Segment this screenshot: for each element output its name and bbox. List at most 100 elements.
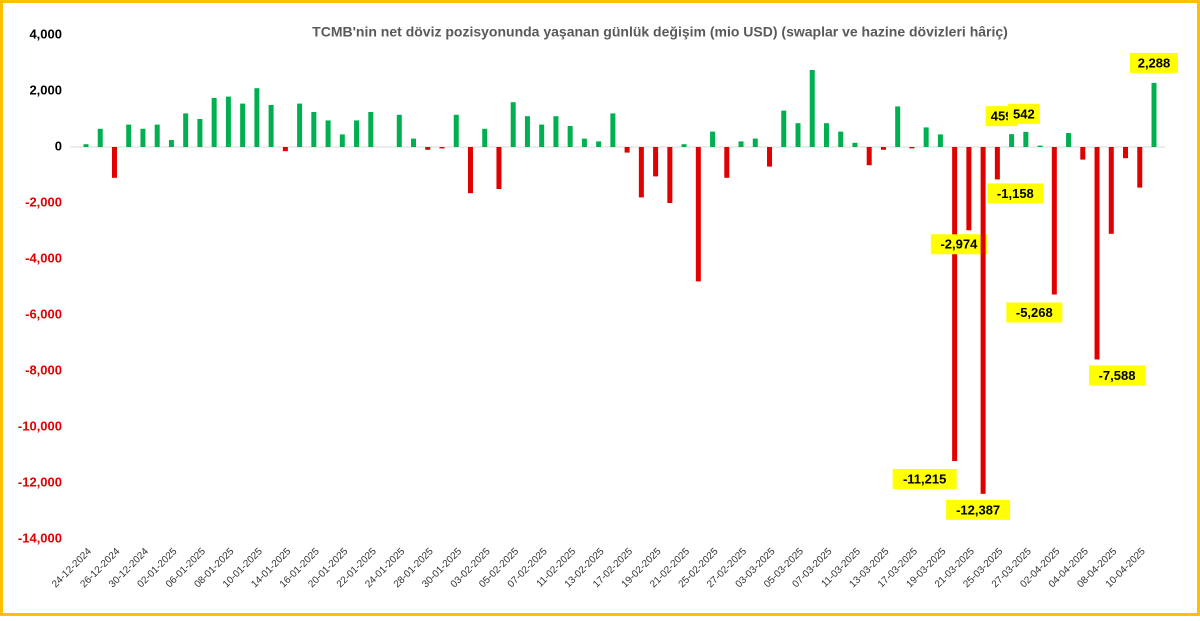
bar: [581, 138, 587, 147]
bar: [980, 147, 986, 494]
data-label: -12,387: [956, 502, 1000, 517]
data-label: -1,158: [997, 186, 1034, 201]
bar: [966, 147, 972, 231]
chart-title: TCMB'nin net döviz pozisyonunda yaşanan …: [312, 24, 1008, 40]
bar: [339, 134, 345, 147]
bar: [524, 116, 530, 147]
bar: [809, 70, 815, 147]
data-label-box: [1089, 365, 1146, 386]
bar: [510, 102, 516, 147]
data-label-box: [1006, 302, 1063, 323]
bar: [1037, 145, 1043, 147]
bar: [752, 138, 758, 147]
bar: [254, 88, 260, 147]
bar: [923, 127, 929, 147]
bar: [681, 144, 687, 147]
bar: [268, 105, 274, 147]
bar: [211, 98, 217, 147]
bar: [411, 138, 417, 147]
bar: [83, 144, 89, 147]
bar: [439, 147, 445, 149]
bar: [710, 131, 716, 147]
bar: [895, 106, 901, 147]
data-label-box: [987, 183, 1044, 204]
bar: [1108, 147, 1114, 234]
bar: [866, 147, 872, 166]
y-tick-label: -14,000: [18, 530, 62, 545]
bar: [539, 124, 545, 147]
y-tick-label: 2,000: [29, 82, 62, 97]
y-tick-label: -8,000: [25, 362, 62, 377]
bar: [653, 147, 659, 177]
bar: [596, 141, 602, 147]
bar: [325, 120, 331, 147]
bar: [1051, 147, 1057, 295]
y-tick-label: 0: [55, 138, 62, 153]
bar: [880, 147, 886, 150]
data-label: 542: [1013, 106, 1035, 121]
bar: [1123, 147, 1129, 159]
bar: [795, 123, 801, 147]
bar: [781, 110, 787, 147]
y-tick-label: 4,000: [29, 26, 62, 41]
data-label: 2,288: [1138, 55, 1171, 70]
bar: [396, 114, 402, 147]
bar: [1080, 147, 1086, 160]
bar: [140, 128, 146, 147]
y-tick-label: -2,000: [25, 194, 62, 209]
bar: [368, 112, 374, 147]
bar: [567, 126, 573, 147]
bar: [453, 114, 459, 147]
bar: [496, 147, 502, 189]
bar: [624, 147, 630, 153]
bar: [1137, 147, 1143, 188]
data-label: 459: [991, 109, 1013, 124]
bar: [1094, 147, 1100, 360]
bar: [638, 147, 644, 198]
bar: [667, 147, 673, 203]
bar: [952, 147, 958, 462]
data-label-box: [946, 499, 1011, 520]
bar: [183, 113, 189, 147]
bar: [1151, 82, 1157, 147]
data-label: -2,974: [940, 237, 978, 252]
bar: [168, 140, 174, 147]
bar: [482, 128, 488, 147]
bar: [1066, 133, 1072, 147]
bar: [311, 112, 317, 147]
data-label: -11,215: [903, 471, 946, 486]
bar: [909, 147, 915, 149]
data-label-box: [1007, 103, 1040, 124]
bar: [240, 103, 246, 147]
bar: [297, 103, 303, 147]
y-tick-label: -12,000: [18, 474, 62, 489]
data-label: -7,588: [1099, 368, 1136, 383]
data-label-box: [892, 469, 957, 490]
bar: [553, 116, 559, 147]
bar: [97, 128, 103, 147]
bar: [610, 113, 616, 147]
data-label-box: [1130, 52, 1178, 73]
y-tick-label: -4,000: [25, 250, 62, 265]
bar: [1023, 131, 1029, 147]
bar: [838, 131, 844, 147]
bar: [354, 120, 360, 147]
bar: [852, 142, 858, 147]
bar: [225, 96, 231, 147]
bar: [767, 147, 773, 167]
bar: [111, 147, 117, 178]
bar: [738, 141, 744, 147]
bar: [126, 124, 132, 147]
bar: [724, 147, 730, 178]
bar: [994, 147, 1000, 180]
bar: [154, 124, 160, 147]
bar: [282, 147, 288, 152]
y-tick-label: -10,000: [18, 418, 62, 433]
bar: [1009, 134, 1015, 147]
bar: [467, 147, 473, 194]
bar: [823, 123, 829, 147]
bar: [937, 134, 943, 147]
data-label: -5,268: [1016, 305, 1053, 320]
bar: [695, 147, 701, 282]
